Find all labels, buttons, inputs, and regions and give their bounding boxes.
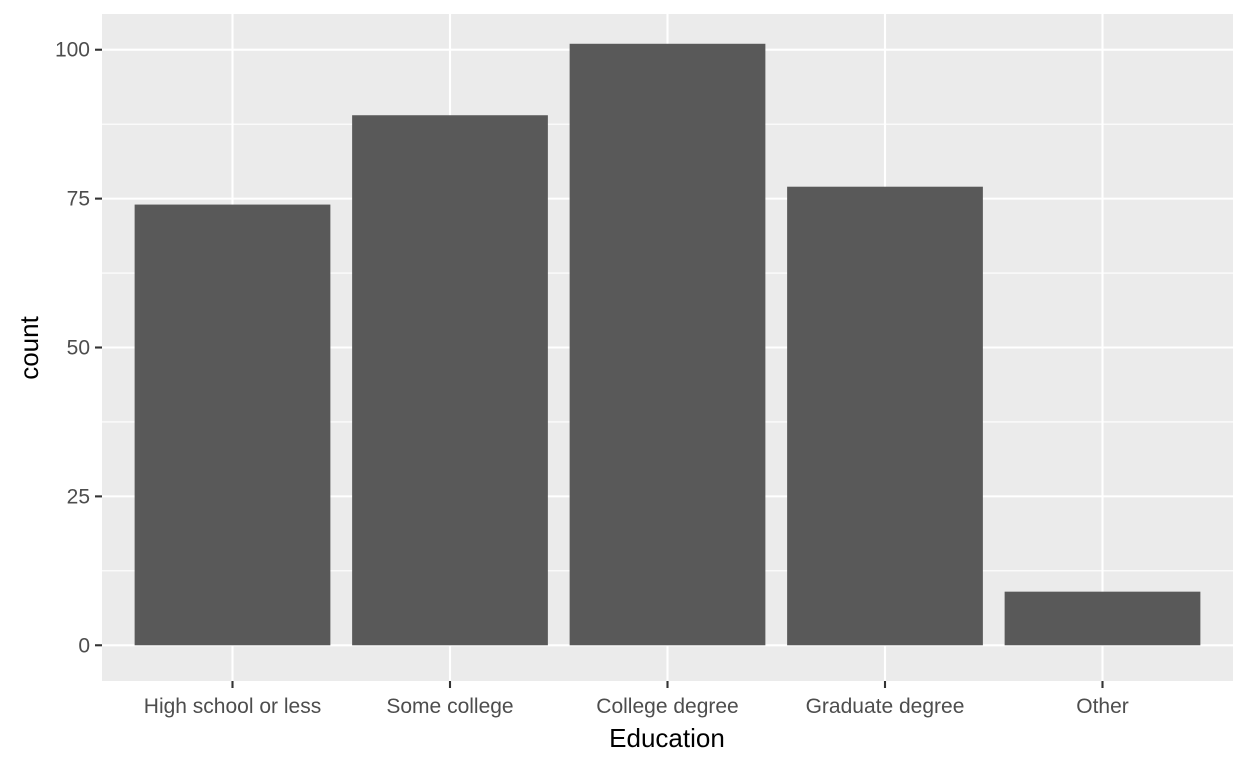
- x-tick-label: Some college: [386, 695, 513, 718]
- y-tick-label: 75: [67, 188, 90, 211]
- y-axis: 0 25 50 75 100: [55, 39, 102, 657]
- x-axis: High school or less Some college College d…: [144, 681, 1129, 718]
- bar-graduate-degree: [787, 186, 983, 646]
- bar-high-school-or-less: [134, 204, 331, 646]
- x-tick-label: Graduate degree: [806, 695, 965, 718]
- bar-college-degree: [569, 43, 766, 646]
- bar-other: [1004, 591, 1201, 646]
- x-tick-label: College degree: [596, 695, 738, 718]
- x-tick-label: High school or less: [144, 695, 321, 718]
- bars: [134, 43, 1201, 646]
- bar-some-college: [352, 115, 548, 646]
- y-tick-label: 50: [67, 337, 90, 360]
- x-tick-label: Other: [1076, 695, 1129, 718]
- y-tick-label: 100: [55, 39, 90, 62]
- y-axis-title: count: [14, 315, 44, 379]
- y-tick-label: 25: [67, 485, 90, 508]
- y-tick-label: 0: [78, 634, 90, 657]
- x-axis-title: Education: [609, 723, 725, 753]
